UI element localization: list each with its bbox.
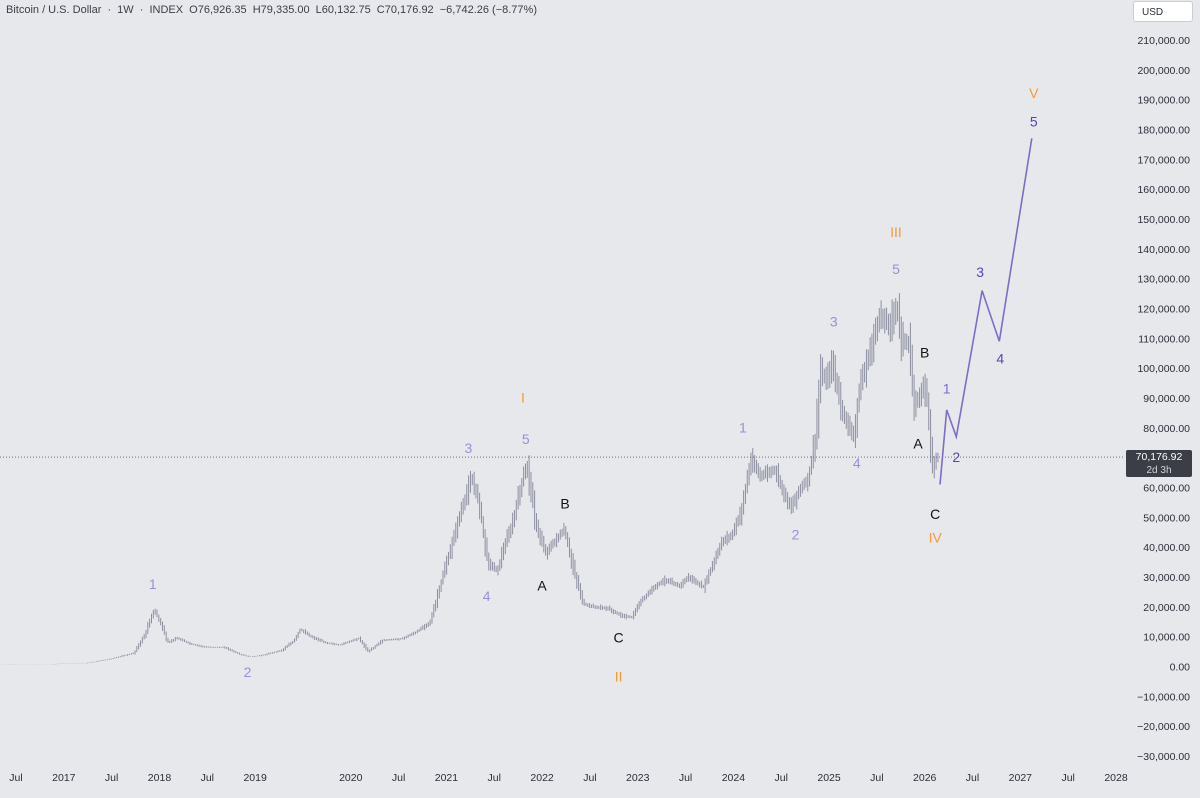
wave-label: 1	[149, 576, 157, 592]
last-price-badge: 70,176.92 2d 3h	[1126, 450, 1192, 477]
price-tick-label: 200,000.00	[1137, 65, 1190, 77]
time-tick-label: Jul	[201, 772, 214, 784]
time-tick-label: 2028	[1104, 772, 1128, 784]
price-tick-label: −10,000.00	[1137, 691, 1190, 703]
time-tick-label: Jul	[488, 772, 501, 784]
time-tick-label: 2025	[817, 772, 841, 784]
bar-countdown: 2d 3h	[1146, 465, 1172, 476]
wave-label: B	[920, 345, 929, 361]
symbol-header: Bitcoin / U.S. Dollar · 1W · INDEX O76,9…	[6, 4, 540, 16]
time-tick-label: 2024	[722, 772, 746, 784]
time-tick-label: Jul	[870, 772, 883, 784]
wave-label: 5	[522, 431, 530, 447]
price-tick-label: 80,000.00	[1143, 423, 1190, 435]
time-tick-label: 2021	[435, 772, 459, 784]
wave-label: A	[537, 577, 547, 593]
wave-label: III	[890, 224, 902, 240]
wave-label: 4	[996, 351, 1004, 367]
wave-label: 1	[739, 419, 747, 435]
price-tick-label: 60,000.00	[1143, 483, 1190, 495]
projection-line	[939, 138, 1033, 485]
price-tick-label: −30,000.00	[1137, 751, 1190, 763]
time-tick-label: Jul	[966, 772, 979, 784]
projection-path	[939, 138, 1033, 485]
price-tick-label: 170,000.00	[1137, 154, 1190, 166]
price-tick-label: 20,000.00	[1143, 602, 1190, 614]
wave-label: IV	[929, 530, 943, 546]
symbol-name: Bitcoin / U.S. Dollar	[6, 4, 102, 16]
wave-label: II	[615, 668, 623, 684]
time-tick-label: Jul	[105, 772, 118, 784]
wave-label: 2	[952, 449, 960, 465]
wave-label: 4	[483, 588, 491, 604]
wave-label: A	[913, 436, 923, 452]
last-price-value: 70,176.92	[1135, 451, 1183, 463]
wave-label: 2	[244, 664, 252, 680]
time-tick-label: 2022	[530, 772, 554, 784]
wave-labels: 1 2 3 4 5 I A B C II 1 2 3 4 5 III A B C IV 1 2 3 4 5 V	[149, 85, 1039, 684]
price-bars	[0, 293, 939, 665]
separator-dot: ·	[107, 4, 112, 16]
price-tick-label: −20,000.00	[1137, 721, 1190, 733]
time-tick-label: Jul	[9, 772, 22, 784]
price-tick-label: 110,000.00	[1138, 333, 1190, 345]
wave-label: 4	[853, 455, 861, 471]
price-tick-label: 0.00	[1170, 662, 1191, 674]
wave-label: 3	[465, 440, 473, 456]
price-tick-label: 10,000.00	[1143, 632, 1190, 644]
time-tick-label: 2023	[626, 772, 650, 784]
price-tick-label: 30,000.00	[1143, 572, 1190, 584]
price-tick-label: 130,000.00	[1137, 274, 1190, 286]
wave-label: 3	[976, 264, 984, 280]
time-tick-label: 2017	[52, 772, 76, 784]
source-label: INDEX	[149, 4, 184, 16]
separator-dot: ·	[139, 4, 144, 16]
low-value: L60,132.75	[315, 4, 371, 16]
wave-label: 1	[943, 381, 951, 397]
price-tick-label: 210,000.00	[1137, 35, 1190, 47]
high-value: H79,335.00	[252, 4, 310, 16]
wave-label: 5	[892, 261, 900, 277]
close-value: C70,176.92	[376, 4, 434, 16]
time-tick-label: Jul	[1061, 772, 1074, 784]
price-tick-label: 190,000.00	[1137, 95, 1190, 107]
price-tick-label: 90,000.00	[1143, 393, 1190, 405]
wave-label: C	[930, 506, 940, 522]
wave-label: C	[614, 630, 624, 646]
time-tick-label: 2026	[913, 772, 937, 784]
price-tick-label: 160,000.00	[1137, 184, 1190, 196]
time-tick-label: 2019	[243, 772, 267, 784]
currency-button[interactable]: USD	[1133, 1, 1193, 22]
interval-label: 1W	[117, 4, 134, 16]
price-tick-label: 150,000.00	[1137, 214, 1190, 226]
wave-label: 3	[830, 313, 838, 329]
price-tick-label: 40,000.00	[1143, 542, 1190, 554]
time-tick-label: Jul	[679, 772, 692, 784]
time-tick-label: Jul	[774, 772, 787, 784]
time-tick-label: 2018	[148, 772, 172, 784]
wave-label: 2	[792, 527, 800, 543]
wave-label: 5	[1030, 114, 1038, 130]
wave-label: I	[521, 389, 525, 405]
price-tick-label: 120,000.00	[1137, 304, 1190, 316]
price-tick-label: 180,000.00	[1137, 125, 1190, 137]
open-value: O76,926.35	[189, 4, 247, 16]
time-tick-label: Jul	[392, 772, 405, 784]
price-tick-label: 100,000.00	[1137, 363, 1190, 375]
time-tick-label: Jul	[583, 772, 596, 784]
change-value: −6,742.26 (−8.77%)	[439, 4, 537, 16]
price-tick-label: 50,000.00	[1143, 512, 1190, 524]
price-tick-label: 140,000.00	[1137, 244, 1190, 256]
wave-label: B	[560, 495, 569, 511]
time-axis: Jul 2017 Jul 2018 Jul 2019 2020 Jul 2021 Jul 2022 J…	[9, 772, 1128, 784]
wave-label: V	[1029, 85, 1039, 101]
time-tick-label: 2020	[339, 772, 363, 784]
price-axis: 210,000.00 200,000.00 190,000.00 180,000.00…	[1137, 35, 1190, 763]
time-tick-label: 2027	[1009, 772, 1033, 784]
